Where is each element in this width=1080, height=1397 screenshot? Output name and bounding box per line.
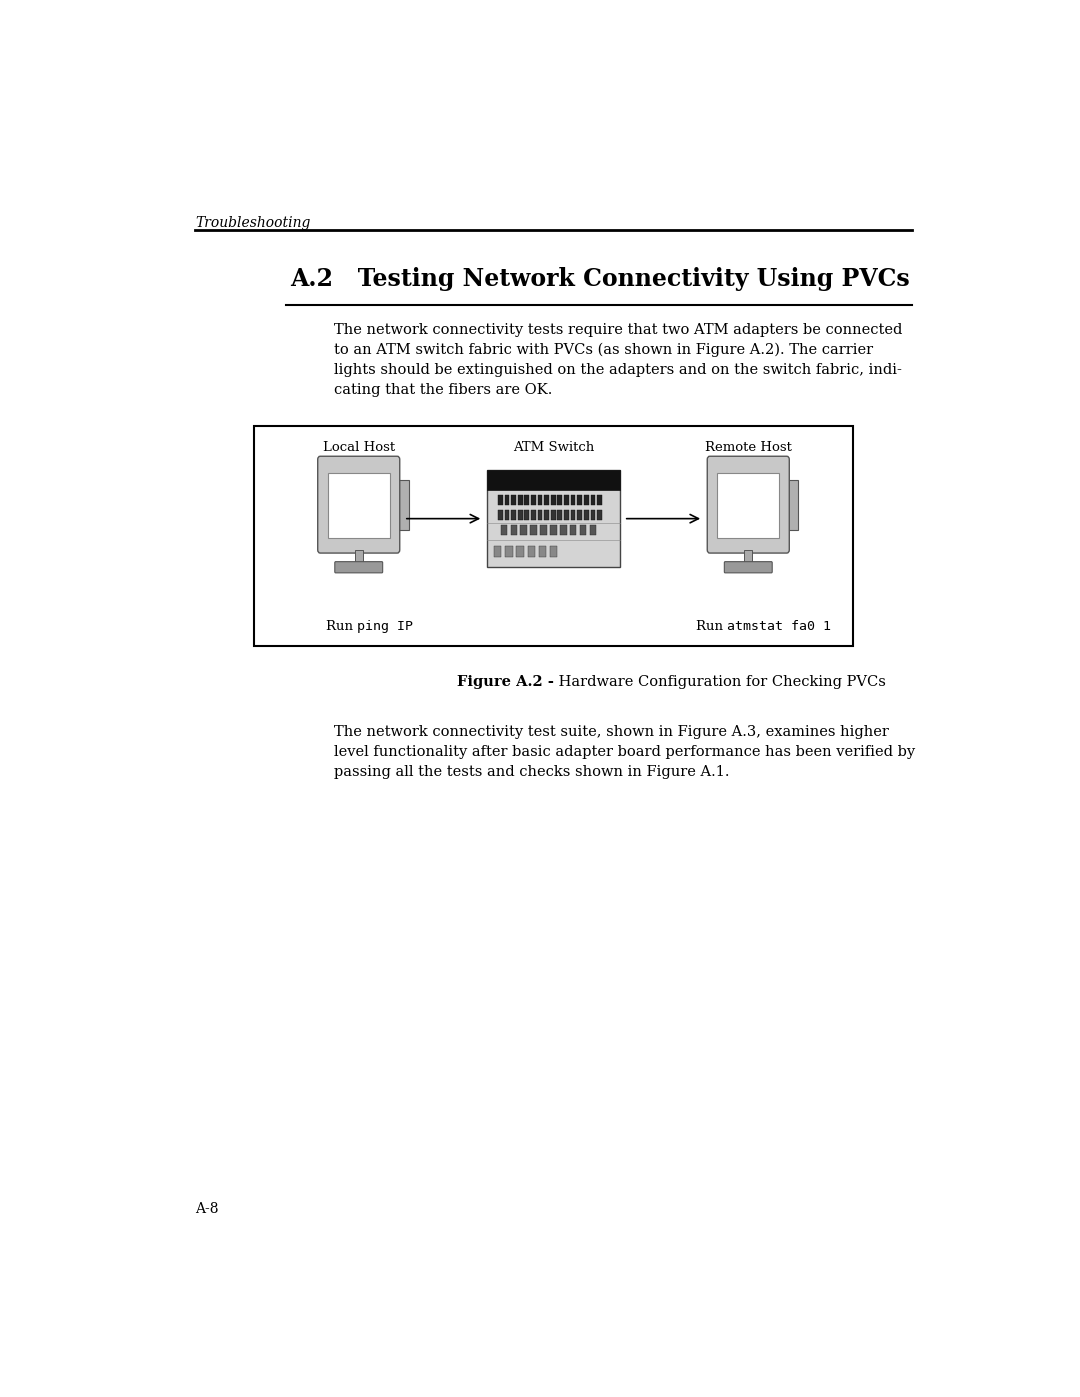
Text: ATM Switch: ATM Switch bbox=[513, 441, 594, 454]
Bar bbox=[531, 510, 536, 520]
Bar bbox=[591, 510, 595, 520]
Bar bbox=[561, 525, 567, 535]
Bar bbox=[551, 496, 555, 506]
FancyBboxPatch shape bbox=[318, 457, 400, 553]
Bar bbox=[580, 525, 586, 535]
Bar bbox=[786, 481, 798, 529]
Bar bbox=[578, 496, 582, 506]
FancyBboxPatch shape bbox=[707, 457, 789, 553]
Bar bbox=[516, 546, 524, 557]
Bar bbox=[539, 546, 546, 557]
Bar bbox=[487, 471, 620, 567]
Bar bbox=[538, 510, 542, 520]
Bar bbox=[501, 525, 507, 535]
Bar bbox=[591, 496, 595, 506]
Bar bbox=[511, 525, 517, 535]
Bar bbox=[584, 510, 589, 520]
Bar bbox=[717, 474, 779, 538]
Bar bbox=[578, 510, 582, 520]
Text: The network connectivity test suite, shown in Figure A.3, examines higher
level : The network connectivity test suite, sho… bbox=[334, 725, 916, 780]
Bar bbox=[570, 510, 576, 520]
Text: Run: Run bbox=[326, 620, 357, 633]
Text: The network connectivity tests require that two ATM adapters be connected
to an : The network connectivity tests require t… bbox=[334, 323, 903, 397]
Text: ping IP: ping IP bbox=[357, 620, 413, 633]
Text: Hardware Configuration for Checking PVCs: Hardware Configuration for Checking PVCs bbox=[554, 675, 886, 689]
Bar bbox=[487, 471, 620, 489]
Bar bbox=[550, 525, 556, 535]
Bar bbox=[570, 525, 577, 535]
FancyBboxPatch shape bbox=[335, 562, 382, 573]
FancyBboxPatch shape bbox=[725, 562, 772, 573]
Text: Remote Host: Remote Host bbox=[705, 441, 792, 454]
Bar bbox=[504, 510, 510, 520]
Bar bbox=[744, 550, 752, 563]
Bar bbox=[597, 496, 602, 506]
Bar bbox=[551, 510, 555, 520]
Bar bbox=[504, 496, 510, 506]
Bar bbox=[511, 510, 516, 520]
Bar bbox=[517, 496, 523, 506]
Bar bbox=[557, 496, 563, 506]
Bar bbox=[525, 496, 529, 506]
Bar bbox=[564, 496, 569, 506]
Bar bbox=[570, 496, 576, 506]
Bar bbox=[396, 481, 408, 529]
Text: Figure A.2 -: Figure A.2 - bbox=[457, 675, 554, 689]
Bar bbox=[511, 496, 516, 506]
Bar bbox=[521, 525, 527, 535]
Bar bbox=[544, 496, 549, 506]
Bar bbox=[528, 546, 535, 557]
Bar bbox=[590, 525, 596, 535]
Text: A-8: A-8 bbox=[195, 1203, 219, 1217]
Bar bbox=[525, 510, 529, 520]
Bar bbox=[328, 474, 390, 538]
Bar bbox=[597, 510, 602, 520]
Bar bbox=[530, 525, 537, 535]
Bar bbox=[557, 510, 563, 520]
Bar bbox=[540, 525, 546, 535]
Bar bbox=[498, 510, 502, 520]
Text: A.2   Testing Network Connectivity Using PVCs: A.2 Testing Network Connectivity Using P… bbox=[289, 267, 909, 291]
Bar bbox=[494, 546, 501, 557]
Bar bbox=[550, 546, 557, 557]
Bar bbox=[538, 496, 542, 506]
Bar bbox=[584, 496, 589, 506]
Bar bbox=[544, 510, 549, 520]
Bar bbox=[505, 546, 513, 557]
Text: atmstat fa0 1: atmstat fa0 1 bbox=[727, 620, 832, 633]
Bar bbox=[517, 510, 523, 520]
Text: Run: Run bbox=[697, 620, 727, 633]
Bar bbox=[355, 550, 363, 563]
Bar bbox=[498, 496, 502, 506]
Bar bbox=[564, 510, 569, 520]
Text: Troubleshooting: Troubleshooting bbox=[195, 217, 311, 231]
Bar bbox=[254, 426, 853, 647]
Text: Local Host: Local Host bbox=[323, 441, 395, 454]
Bar bbox=[531, 496, 536, 506]
